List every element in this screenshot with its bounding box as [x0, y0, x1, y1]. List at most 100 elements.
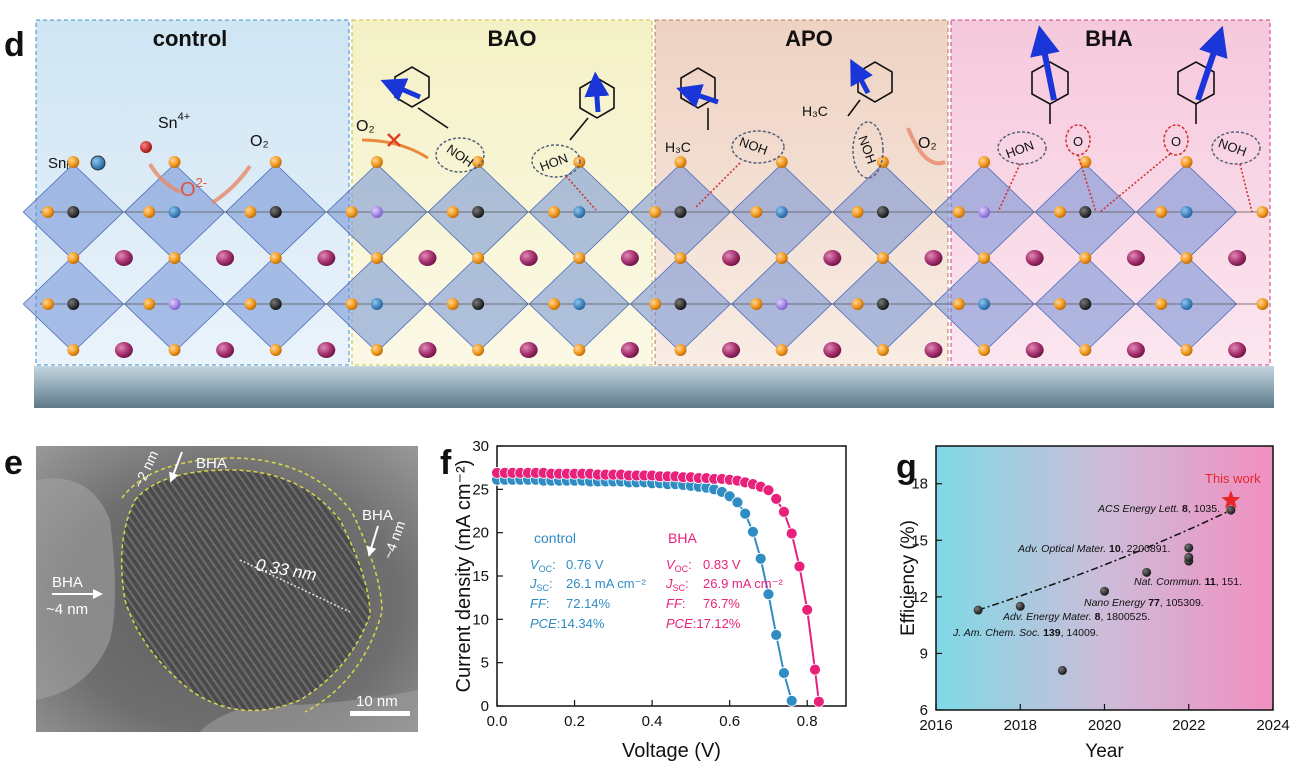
x-site-anion	[370, 344, 383, 356]
b-site-cation	[1180, 206, 1193, 218]
y-tick-label: 5	[481, 655, 489, 672]
bha-benzene-ring-right	[1177, 61, 1215, 105]
x-site-anion	[978, 156, 991, 168]
x-site-anion	[143, 206, 156, 218]
b-site-cation	[775, 206, 788, 218]
x-site-anion	[269, 252, 282, 264]
panel-e: e 0.33 nm ~2 nm BHA BHA ~4 nm BHA ~4 nm …	[4, 444, 418, 732]
bha-top-label: BHA	[196, 455, 227, 472]
a-site-cation	[1126, 342, 1145, 358]
x-tick-label: 2022	[1172, 717, 1205, 734]
a-site-cation	[823, 250, 842, 266]
control-ff: FF: 72.14%	[530, 596, 611, 611]
perovskite-lattice	[22, 156, 1269, 358]
b-site-cation	[775, 298, 788, 310]
panel-e-label: e	[4, 444, 23, 482]
a-site-cation	[1025, 250, 1044, 266]
data-point-bha	[762, 484, 775, 497]
x-site-anion	[1054, 206, 1066, 218]
ref-adv-optical-mater: Adv. Optical Mater. 10, 2200891.	[1017, 543, 1170, 555]
data-point	[973, 605, 983, 615]
x-site-anion	[775, 156, 788, 168]
a-site-cation	[722, 342, 741, 358]
bha-jsc: JSC: 26.9 mA cm⁻²	[665, 576, 783, 593]
b-site-cation	[573, 298, 586, 310]
x-site-anion	[674, 252, 687, 264]
x-site-anion	[952, 298, 965, 310]
x-site-anion	[649, 206, 662, 218]
control-pce: PCE:14.34%	[530, 616, 605, 631]
x-site-anion	[674, 344, 687, 356]
x-tick-label: 2024	[1256, 717, 1289, 734]
a-site-cation	[418, 342, 437, 358]
x-site-anion	[775, 252, 788, 264]
sn4-label: Sn4+	[158, 111, 190, 132]
x-site-anion	[876, 252, 889, 264]
lattice-spacing-line	[239, 559, 351, 613]
data-point	[1184, 552, 1194, 562]
x-site-anion	[978, 252, 991, 264]
x-site-anion	[750, 206, 763, 218]
data-point-control	[762, 588, 775, 601]
b-site-cation	[370, 206, 383, 218]
x-site-anion	[775, 344, 788, 356]
y-tick-label: 6	[920, 702, 928, 719]
panel-d: d control BAO APO BHA Snᵢ Sn4+ O₂ O2- O₂	[4, 19, 1274, 408]
this-work-label: This work	[1205, 471, 1261, 486]
x-site-anion	[1155, 298, 1168, 310]
data-point-bha	[801, 603, 814, 616]
shell-top-arrow	[169, 451, 183, 483]
x-site-anion	[548, 298, 560, 310]
data-point-control	[754, 552, 767, 565]
jv-axes: 0.0 0.2 0.4 0.6 0.8 0 5 10 15 20 25 30 Voltage (V) Cu…	[453, 438, 847, 762]
b-site-cation	[67, 206, 80, 218]
substrate	[34, 366, 1274, 408]
a-site-cation	[114, 342, 133, 358]
apo-h3c-left-label: H₃C	[665, 139, 691, 155]
b-site-cation	[168, 206, 181, 218]
x-site-anion	[446, 206, 459, 218]
x-site-anion	[851, 298, 864, 310]
b-site-cation	[1079, 206, 1092, 218]
data-point-control	[785, 694, 798, 707]
efficiency-axes: 2016 2018 2020 2022 2024 6 9 12 15 18 Year Efficien…	[898, 445, 1290, 762]
b-site-cation	[876, 298, 889, 310]
y-tick-label: 25	[472, 481, 489, 498]
x-tick-label: 0.4	[642, 713, 663, 730]
dipole-arrow-icon	[850, 58, 873, 95]
x-site-anion	[573, 344, 586, 356]
o2-control-label: O₂	[250, 133, 269, 150]
b-site-cation	[269, 206, 282, 218]
x-site-anion	[370, 252, 383, 264]
bha-o-right-label: O	[1171, 134, 1181, 149]
x-site-anion	[472, 344, 485, 356]
tem-left-particle	[36, 478, 115, 700]
x-site-anion	[168, 252, 181, 264]
x-site-anion	[67, 344, 80, 356]
b-site-cation	[472, 206, 485, 218]
x-site-anion	[67, 252, 80, 264]
a-site-cation	[620, 250, 639, 266]
section-title-bha: BHA	[1085, 26, 1133, 51]
y-tick-label: 12	[911, 589, 928, 606]
b-site-cation	[674, 298, 687, 310]
y-tick-label: 10	[472, 611, 489, 628]
x-site-anion	[168, 344, 181, 356]
bha-o-left-label: O	[1073, 134, 1083, 149]
a-site-cation	[823, 342, 842, 358]
a-site-cation	[1126, 250, 1145, 266]
a-site-cation	[317, 342, 336, 358]
sn-i-label: Snᵢ	[48, 155, 69, 172]
x-tick-label: 2018	[1004, 717, 1037, 734]
y-axis-title: Current density (mA cm⁻²)	[453, 460, 475, 693]
a-site-cation	[924, 250, 943, 266]
data-point	[1226, 505, 1236, 515]
x-site-anion	[67, 156, 80, 168]
tem-bottom-particle	[200, 690, 418, 732]
data-point-control	[731, 496, 744, 509]
data-point-bha	[809, 663, 821, 676]
data-point	[1184, 543, 1194, 553]
bha-right-label: BHA	[362, 507, 393, 524]
x-tick-label: 0.0	[487, 713, 508, 730]
